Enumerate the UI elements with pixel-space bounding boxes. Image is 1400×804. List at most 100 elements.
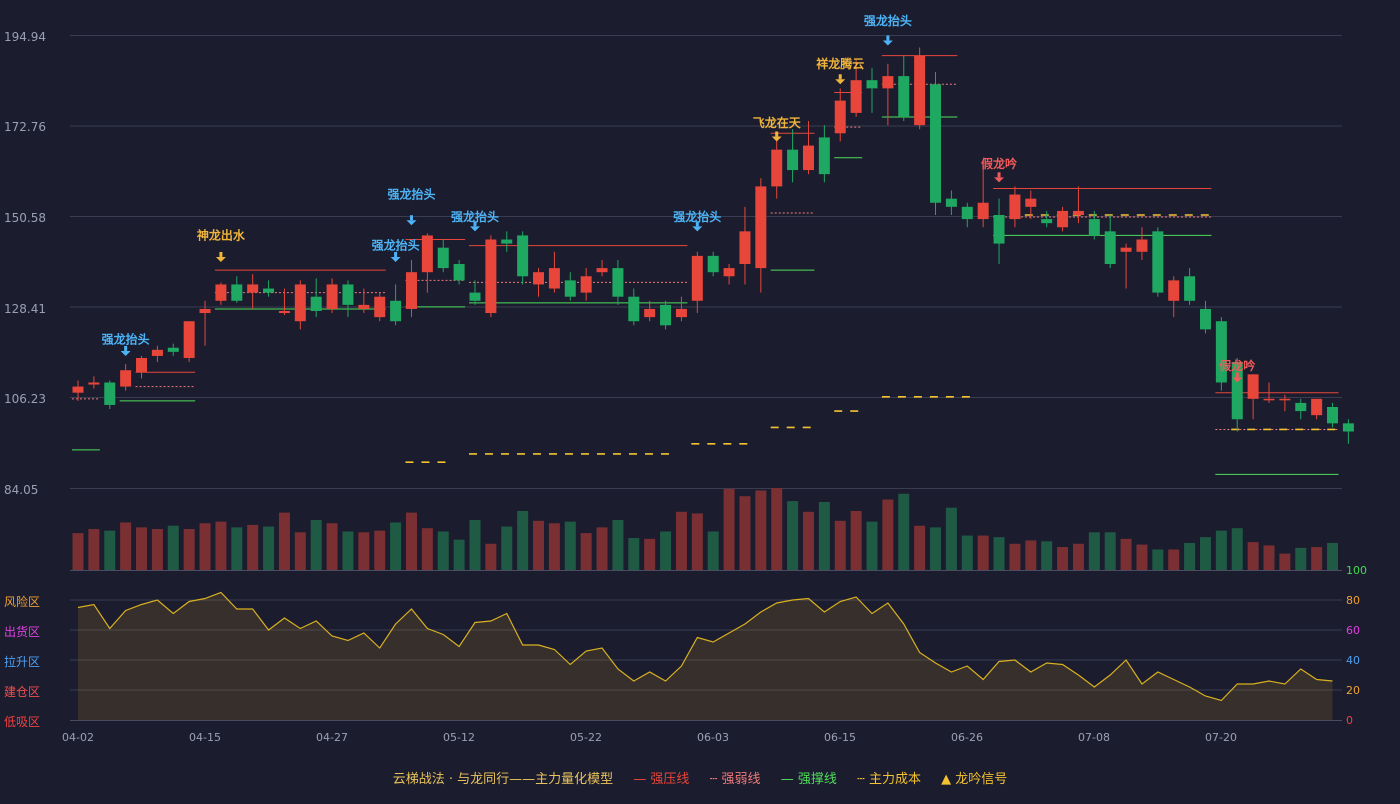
candle-body <box>151 349 163 356</box>
price-tick: 106.23 <box>4 392 46 406</box>
candle-body <box>1168 280 1180 301</box>
signal-arrow <box>835 79 846 85</box>
candle-body <box>1295 402 1307 412</box>
signal-arrow <box>882 40 893 46</box>
signal-arrow-stem <box>775 131 779 137</box>
candle-body <box>1215 321 1227 383</box>
candle-body <box>993 215 1005 244</box>
signal-arrow-stem <box>124 345 128 351</box>
legend-label: 龙吟信号 <box>955 772 1008 787</box>
volume-bar <box>88 529 100 570</box>
candle-body <box>342 284 354 305</box>
signal-label: 强龙抬头 <box>387 187 435 202</box>
volume-bar <box>1279 553 1291 570</box>
date-tick: 06-15 <box>824 731 856 744</box>
oscillator-line <box>77 591 1333 702</box>
candle-body <box>1279 398 1291 401</box>
signal-arrow <box>120 350 131 356</box>
legend-label: 强弱线 <box>721 772 761 787</box>
candle-body <box>1025 198 1037 207</box>
volume-bar <box>1215 530 1227 570</box>
signal-arrow-stem <box>409 215 413 221</box>
volume-bar <box>104 530 116 570</box>
volume-bar <box>945 507 957 570</box>
signal-arrow-stem <box>997 172 1001 178</box>
candle-body <box>739 231 751 265</box>
candle-body <box>580 276 592 293</box>
volume-bar <box>914 525 926 570</box>
volume-bar <box>374 530 386 570</box>
signal-arrow <box>1232 377 1243 383</box>
candle-body <box>660 304 672 326</box>
indicator-tick: 40 <box>1346 654 1360 667</box>
signal-arrow <box>692 226 703 232</box>
candle-body <box>787 149 799 171</box>
legend-item-cost: ┄ 主力成本 <box>856 772 921 787</box>
volume-bar <box>390 522 402 570</box>
signal-arrow <box>771 136 782 142</box>
candle-body <box>771 149 783 187</box>
candle-body <box>723 268 735 277</box>
volume-bar <box>136 527 148 570</box>
signal-label: 神龙出水 <box>197 228 246 243</box>
price-tick: 194.94 <box>4 30 46 44</box>
candle-body <box>1184 276 1196 301</box>
indicator-tick: 100 <box>1346 564 1367 577</box>
candle-body <box>707 255 719 273</box>
signal-label: 假龙吟 <box>981 156 1017 171</box>
legend-label: 强撑线 <box>797 772 837 787</box>
candle-body <box>72 386 84 393</box>
volume-bar <box>358 532 370 570</box>
signal-arrow-stem <box>838 74 842 80</box>
price-tick: 150.58 <box>4 211 46 225</box>
candle-body <box>183 321 195 358</box>
volume-bar <box>1295 547 1307 570</box>
candle-body <box>1009 194 1021 220</box>
signal-arrow <box>406 220 417 226</box>
zone-label-low-buy: 低吸区 <box>4 715 41 729</box>
candle-body <box>1072 210 1084 216</box>
volume-bar <box>1136 544 1148 570</box>
date-tick: 05-12 <box>443 731 475 744</box>
volume-bar <box>882 499 894 570</box>
zone-label-markup: 拉升区 <box>4 655 41 669</box>
date-tick: 06-26 <box>951 731 983 744</box>
volume-bar <box>723 488 735 570</box>
candle-body <box>834 100 846 134</box>
volume-bar <box>231 527 243 570</box>
candle-body <box>247 284 259 293</box>
date-tick: 04-27 <box>316 731 348 744</box>
candle-body <box>1057 210 1069 228</box>
signal-arrow-stem <box>219 251 223 257</box>
volume-bar <box>866 521 878 570</box>
volume-bar <box>326 523 338 570</box>
date-tick: 05-22 <box>570 731 602 744</box>
volume-bar <box>1009 543 1021 570</box>
candle-body <box>898 76 910 117</box>
volume-bar <box>533 520 545 570</box>
candle-body <box>628 296 640 322</box>
volume-bar <box>755 490 767 570</box>
indicator-tick: 60 <box>1346 624 1360 637</box>
volume-bar <box>787 501 799 570</box>
volume-bar <box>564 521 576 570</box>
signal-arrow <box>390 256 401 262</box>
volume-bar <box>802 511 814 570</box>
candle-body <box>326 284 338 309</box>
volume-bar <box>501 526 513 570</box>
candle-body <box>278 311 290 314</box>
candle-body <box>263 288 275 293</box>
candle-body <box>517 235 529 277</box>
legend-item-pressure: — 强压线 <box>633 772 690 787</box>
candle-body <box>453 264 465 281</box>
candle-body <box>612 268 624 297</box>
volume-bar <box>215 521 227 570</box>
candle-body <box>231 284 243 301</box>
volume-bar <box>707 531 719 570</box>
volume-bar <box>1104 532 1116 570</box>
volume-bar <box>405 512 417 570</box>
volume-bar <box>993 537 1005 570</box>
candle-body <box>421 235 433 273</box>
